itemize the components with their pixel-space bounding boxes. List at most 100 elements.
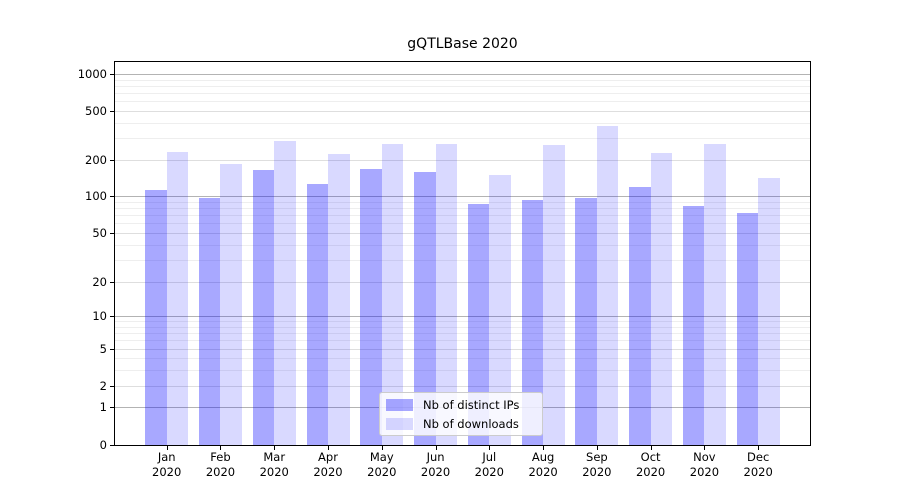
- x-tick-mark: [220, 446, 222, 450]
- gridline-20: [115, 282, 810, 283]
- gridline-minor: [115, 332, 810, 334]
- plot-area: [114, 61, 811, 446]
- x-tick-month: Aug: [531, 450, 555, 464]
- x-tick-year: 2020: [152, 465, 182, 479]
- y-tick-mark: [110, 74, 114, 75]
- bar-distinct-ips-may: [360, 169, 382, 445]
- gridline-minor: [115, 369, 810, 371]
- x-tick-mark: [328, 446, 329, 450]
- x-tick-month: Oct: [640, 450, 661, 464]
- y-tick-mark: [110, 111, 114, 112]
- bar-distinct-ips-jul: [467, 204, 490, 445]
- gridline-minor: [115, 321, 810, 323]
- x-tick-year: 2020: [259, 465, 289, 479]
- gridline-minor: [115, 260, 810, 262]
- y-tick-label-100: 100: [85, 189, 107, 203]
- y-tick-label-1000: 1000: [77, 67, 107, 81]
- bar-distinct-ips-jun: [414, 172, 436, 445]
- x-tick-label-apr: Apr 2020: [298, 450, 358, 480]
- gridline-minor: [115, 79, 810, 81]
- bar-distinct-ips-nov: [682, 205, 705, 445]
- y-tick-label-50: 50: [92, 226, 107, 240]
- x-tick-label-may: May 2020: [352, 450, 412, 480]
- gridline-10: [115, 316, 810, 317]
- x-tick-month: Jul: [482, 450, 497, 464]
- x-tick-label-mar: Mar 2020: [244, 450, 304, 480]
- x-tick-label-oct: Oct 2020: [621, 450, 681, 480]
- bar-downloads-aug: [543, 144, 565, 445]
- bar-downloads-jun: [435, 144, 458, 445]
- y-tick-label-1: 1: [99, 400, 107, 414]
- x-tick-month: Sep: [586, 450, 608, 464]
- y-tick-label-500: 500: [85, 104, 107, 118]
- bar-distinct-ips-feb: [198, 197, 221, 445]
- x-tick-mark: [596, 446, 598, 450]
- bar-distinct-ips-apr: [306, 183, 328, 445]
- x-tick-year: 2020: [367, 465, 397, 479]
- chart-title: gQTLBase 2020: [407, 36, 518, 52]
- gridline-500: [115, 111, 810, 112]
- legend-row: Nb of downloads: [386, 417, 536, 431]
- x-tick-month: Dec: [747, 450, 770, 464]
- gridline-minor: [115, 326, 810, 328]
- x-tick-mark: [543, 446, 545, 450]
- bar-downloads-apr: [328, 153, 350, 445]
- bar-distinct-ips-dec: [736, 212, 759, 445]
- x-tick-year: 2020: [635, 465, 666, 479]
- x-tick-year: 2020: [689, 465, 720, 479]
- y-tick-label-200: 200: [85, 153, 107, 167]
- bar-downloads-jan: [166, 151, 189, 445]
- legend-label: Nb of distinct IPs: [423, 397, 520, 412]
- gridline-2: [115, 386, 810, 387]
- gridline-minor: [115, 85, 810, 87]
- gridline-50: [115, 233, 810, 234]
- gridline-minor: [115, 244, 810, 246]
- x-tick-label-dec: Dec 2020: [728, 450, 788, 480]
- x-tick-mark: [489, 446, 491, 450]
- x-tick-year: 2020: [420, 465, 451, 479]
- x-tick-label-feb: Feb 2020: [190, 450, 250, 480]
- y-tick-mark: [110, 282, 114, 283]
- gridline-minor: [115, 101, 810, 103]
- y-tick-mark: [110, 316, 114, 317]
- x-tick-label-nov: Nov 2020: [674, 450, 734, 480]
- y-tick-mark: [110, 196, 114, 197]
- x-tick-label-jun: Jun 2020: [406, 450, 466, 480]
- bar-downloads-feb: [220, 164, 242, 445]
- bar-distinct-ips-aug: [521, 200, 544, 445]
- y-tick-mark: [110, 233, 114, 234]
- bar-distinct-ips-oct: [629, 187, 651, 445]
- x-tick-month: May: [369, 450, 394, 464]
- bar-downloads-mar: [274, 141, 296, 445]
- x-tick-mark: [650, 446, 652, 450]
- gridline-minor: [115, 358, 810, 359]
- x-tick-year: 2020: [582, 465, 612, 479]
- x-tick-year: 2020: [474, 465, 504, 479]
- y-tick-mark: [110, 445, 114, 446]
- y-tick-mark: [110, 349, 114, 350]
- legend-label: Nb of downloads: [423, 416, 519, 431]
- x-tick-month: Apr: [318, 450, 338, 464]
- gridline-minor: [115, 138, 810, 140]
- legend-swatch-downloads: [386, 417, 413, 430]
- y-tick-label-20: 20: [92, 275, 107, 289]
- gridline-1000: [115, 74, 810, 75]
- x-tick-label-jan: Jan 2020: [137, 450, 197, 480]
- gridline-minor: [115, 207, 810, 209]
- y-tick-mark: [110, 386, 114, 387]
- x-tick-mark: [435, 446, 437, 450]
- bar-downloads-may: [381, 143, 404, 445]
- x-tick-mark: [758, 446, 760, 450]
- y-tick-mark: [110, 160, 114, 161]
- x-tick-label-jul: Jul 2020: [459, 450, 519, 480]
- x-tick-mark: [166, 446, 168, 450]
- gridline-100: [115, 196, 810, 197]
- bar-downloads-jul: [489, 174, 511, 445]
- gridline-minor: [115, 215, 810, 217]
- legend: Nb of distinct IPs Nb of downloads: [379, 392, 543, 436]
- gridline-200: [115, 160, 810, 161]
- y-tick-mark: [110, 407, 114, 408]
- x-tick-mark: [381, 446, 383, 450]
- bar-distinct-ips-jan: [145, 190, 167, 445]
